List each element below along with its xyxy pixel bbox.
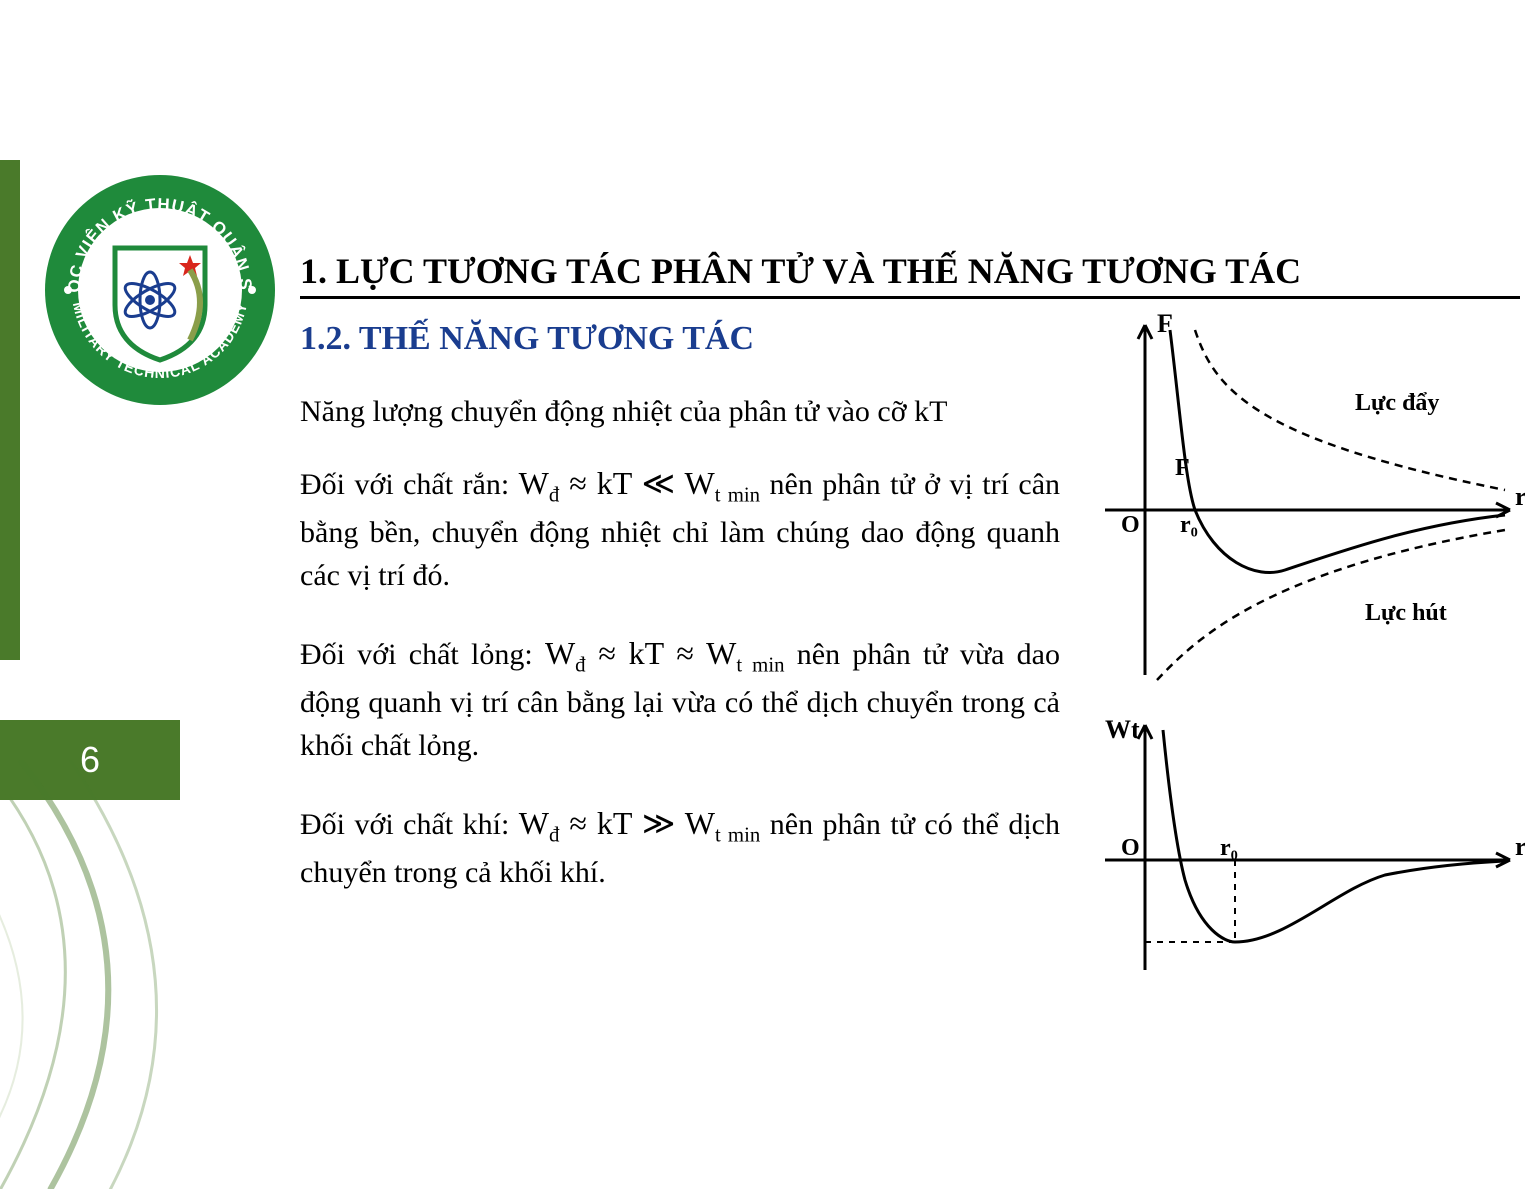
liquid-formula: Wđ ≈ kT ≈ Wt min: [545, 635, 785, 671]
force-diagram: F r O r₀ F Lực đẩy Lực hút: [1085, 310, 1525, 690]
r0-label-top: r₀: [1180, 512, 1198, 538]
attractive-label: Lực hút: [1365, 600, 1447, 626]
page-number: 6: [0, 720, 180, 800]
section-heading-1: 1. LỰC TƯƠNG TÁC PHÂN TỬ VÀ THẾ NĂNG TƯƠ…: [300, 250, 1520, 299]
origin-label-top: O: [1121, 512, 1140, 538]
repulsive-label: Lực đẩy: [1355, 390, 1439, 416]
paragraph-liquid: Đối với chất lỏng: Wđ ≈ kT ≈ Wt min nên …: [300, 630, 1060, 768]
wt-axis-label: Wt: [1105, 715, 1140, 744]
gas-formula: Wđ ≈ kT ≫ Wt min: [519, 805, 761, 841]
r0-label-bot: r₀: [1220, 835, 1238, 861]
intro-text: Năng lượng chuyển động nhiệt của phân tử…: [300, 390, 1060, 434]
left-accent-band: [0, 160, 20, 660]
r-axis-label-bot: r: [1515, 832, 1525, 861]
potential-diagram: Wt r O r₀: [1085, 710, 1525, 980]
academy-logo: HỌC VIỆN KỸ THUẬT QUÂN SỰ MILITARY TECHN…: [40, 170, 280, 410]
gas-prefix: Đối với chất khí:: [300, 808, 519, 841]
solid-formula: Wđ ≈ kT ≪ Wt min: [519, 465, 760, 501]
section-heading-2: 1.2. THẾ NĂNG TƯƠNG TÁC: [300, 320, 754, 358]
decorative-curves: [0, 760, 300, 1189]
liquid-prefix: Đối với chất lỏng:: [300, 638, 545, 671]
f-curve-label: F: [1175, 455, 1190, 481]
origin-label-bot: O: [1121, 835, 1140, 861]
paragraph-gas: Đối với chất khí: Wđ ≈ kT ≫ Wt min nên p…: [300, 800, 1060, 894]
r-axis-label-top: r: [1515, 482, 1525, 511]
solid-prefix: Đối với chất rắn:: [300, 468, 519, 501]
paragraph-solid: Đối với chất rắn: Wđ ≈ kT ≪ Wt min nên p…: [300, 460, 1060, 598]
f-axis-label: F: [1157, 310, 1173, 338]
